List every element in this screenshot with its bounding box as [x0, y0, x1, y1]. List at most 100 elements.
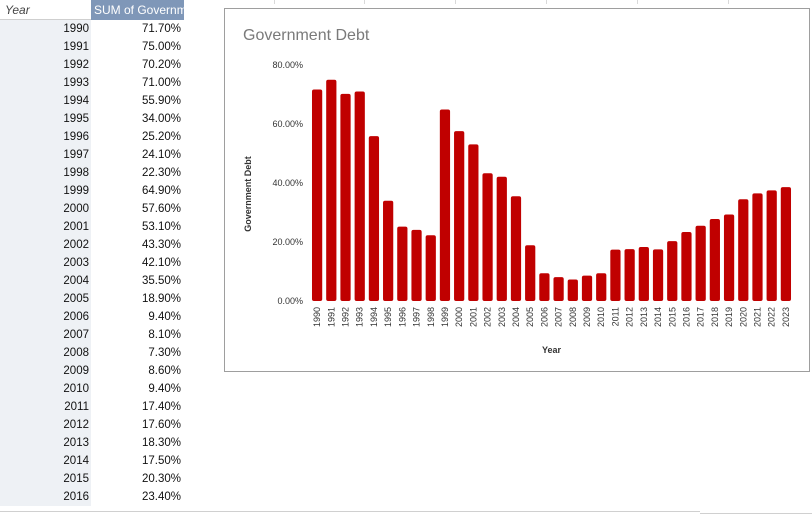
bar[interactable] — [340, 93, 351, 301]
table-row[interactable]: 2005 18.90% — [0, 290, 184, 308]
value-cell[interactable]: 9.40% — [91, 380, 184, 398]
value-cell[interactable]: 8.10% — [91, 326, 184, 344]
bar[interactable] — [468, 144, 479, 301]
bar[interactable] — [496, 176, 507, 301]
bar[interactable] — [638, 247, 649, 301]
table-row[interactable]: 1995 34.00% — [0, 110, 184, 128]
year-cell[interactable]: 1998 — [0, 164, 91, 182]
value-cell[interactable]: 35.50% — [91, 272, 184, 290]
bar[interactable] — [482, 173, 493, 301]
value-cell[interactable]: 24.10% — [91, 146, 184, 164]
value-cell[interactable]: 57.60% — [91, 200, 184, 218]
bar[interactable] — [439, 109, 451, 301]
year-cell[interactable]: 2002 — [0, 236, 91, 254]
year-cell[interactable]: 2007 — [0, 326, 91, 344]
table-row[interactable]: 1996 25.20% — [0, 128, 184, 146]
table-row[interactable]: 2009 8.60% — [0, 362, 184, 380]
bar[interactable] — [709, 218, 720, 301]
bar[interactable] — [510, 196, 522, 301]
bar[interactable] — [581, 275, 593, 301]
table-row[interactable]: 1993 71.00% — [0, 74, 184, 92]
bar[interactable] — [539, 273, 550, 301]
bar[interactable] — [738, 199, 749, 301]
value-cell[interactable]: 53.10% — [91, 218, 184, 236]
table-row[interactable]: 2011 17.40% — [0, 398, 184, 416]
year-cell[interactable]: 2013 — [0, 434, 91, 452]
bar[interactable] — [752, 193, 763, 301]
bar[interactable] — [311, 89, 323, 302]
value-cell[interactable]: 34.00% — [91, 110, 184, 128]
value-cell[interactable]: 71.00% — [91, 74, 184, 92]
year-cell[interactable]: 2009 — [0, 362, 91, 380]
year-cell[interactable]: 1996 — [0, 128, 91, 146]
value-cell[interactable]: 17.50% — [91, 452, 184, 470]
bar[interactable] — [354, 91, 365, 301]
year-cell[interactable]: 2008 — [0, 344, 91, 362]
table-row[interactable]: 1992 70.20% — [0, 56, 184, 74]
value-cell[interactable]: 22.30% — [91, 164, 184, 182]
bar[interactable] — [624, 249, 635, 301]
bar[interactable] — [454, 131, 465, 301]
table-row[interactable]: 1999 64.90% — [0, 182, 184, 200]
year-cell[interactable]: 2015 — [0, 470, 91, 488]
bar[interactable] — [780, 187, 792, 301]
bar[interactable] — [553, 277, 564, 301]
value-cell[interactable]: 7.30% — [91, 344, 184, 362]
value-cell[interactable]: 71.70% — [91, 20, 184, 38]
table-row[interactable]: 2008 7.30% — [0, 344, 184, 362]
table-row[interactable]: 1990 71.70% — [0, 20, 184, 38]
value-cell[interactable]: 17.60% — [91, 416, 184, 434]
bar[interactable] — [368, 136, 380, 301]
table-row[interactable]: 2007 8.10% — [0, 326, 184, 344]
table-row[interactable]: 2016 23.40% — [0, 488, 184, 506]
table-row[interactable]: 1991 75.00% — [0, 38, 184, 56]
value-cell[interactable]: 64.90% — [91, 182, 184, 200]
bar[interactable] — [411, 229, 422, 301]
chart-container[interactable]: Government Debt 0.00% 20.00% 40.00% 60.00% 8… — [224, 8, 810, 372]
table-row[interactable]: 2000 57.60% — [0, 200, 184, 218]
value-cell[interactable]: 70.20% — [91, 56, 184, 74]
value-cell[interactable]: 18.90% — [91, 290, 184, 308]
table-row[interactable]: 1998 22.30% — [0, 164, 184, 182]
bar[interactable] — [723, 214, 735, 301]
year-cell[interactable]: 1997 — [0, 146, 91, 164]
year-cell[interactable]: 2011 — [0, 398, 91, 416]
value-cell[interactable]: 42.10% — [91, 254, 184, 272]
table-row[interactable]: 2015 20.30% — [0, 470, 184, 488]
table-row[interactable]: 1994 55.90% — [0, 92, 184, 110]
year-cell[interactable]: 2000 — [0, 200, 91, 218]
pivot-header-value[interactable]: SUM of Governm — [91, 0, 184, 20]
year-cell[interactable]: 2004 — [0, 272, 91, 290]
value-cell[interactable]: 18.30% — [91, 434, 184, 452]
bar[interactable] — [397, 226, 408, 301]
bar[interactable] — [425, 235, 436, 301]
year-cell[interactable]: 2014 — [0, 452, 91, 470]
year-cell[interactable]: 1991 — [0, 38, 91, 56]
value-cell[interactable]: 8.60% — [91, 362, 184, 380]
value-cell[interactable]: 23.40% — [91, 488, 184, 506]
bar[interactable] — [766, 190, 777, 302]
value-cell[interactable]: 9.40% — [91, 308, 184, 326]
value-cell[interactable]: 55.90% — [91, 92, 184, 110]
year-cell[interactable]: 2006 — [0, 308, 91, 326]
year-cell[interactable]: 1990 — [0, 20, 91, 38]
value-cell[interactable]: 17.40% — [91, 398, 184, 416]
table-row[interactable]: 2002 43.30% — [0, 236, 184, 254]
table-row[interactable]: 2004 35.50% — [0, 272, 184, 290]
table-row[interactable]: 2001 53.10% — [0, 218, 184, 236]
year-cell[interactable]: 1994 — [0, 92, 91, 110]
bar[interactable] — [596, 273, 607, 301]
year-cell[interactable]: 1993 — [0, 74, 91, 92]
value-cell[interactable]: 75.00% — [91, 38, 184, 56]
year-cell[interactable]: 2001 — [0, 218, 91, 236]
table-row[interactable]: 1997 24.10% — [0, 146, 184, 164]
pivot-header-year[interactable]: Year — [0, 0, 91, 20]
bar[interactable] — [667, 241, 678, 301]
year-cell[interactable]: 2012 — [0, 416, 91, 434]
table-row[interactable]: 2012 17.60% — [0, 416, 184, 434]
year-cell[interactable]: 2016 — [0, 488, 91, 506]
year-cell[interactable]: 1995 — [0, 110, 91, 128]
bar[interactable] — [610, 249, 621, 301]
table-row[interactable]: 2006 9.40% — [0, 308, 184, 326]
bar[interactable] — [681, 231, 692, 301]
